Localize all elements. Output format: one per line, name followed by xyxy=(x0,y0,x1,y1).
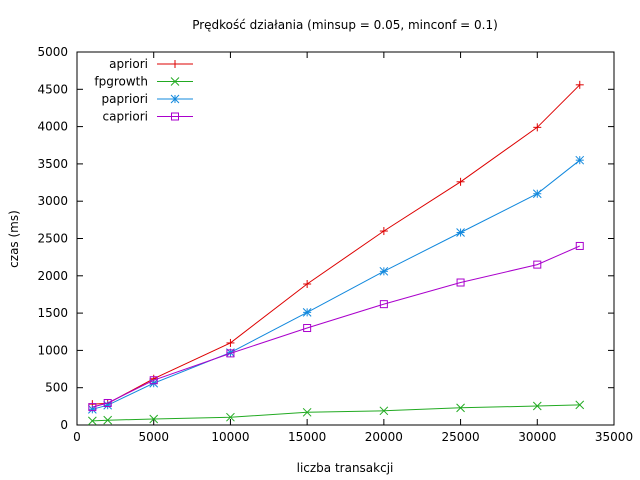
data-point-capriori xyxy=(103,398,112,407)
data-point-fpgrowth xyxy=(456,403,465,413)
x-tick-label: 30000 xyxy=(518,430,556,444)
data-point-papriori xyxy=(456,228,465,237)
x-tick-label: 15000 xyxy=(288,430,326,444)
series-line-apriori xyxy=(92,84,581,405)
data-point-capriori xyxy=(533,260,542,269)
data-point-apriori xyxy=(226,338,235,347)
data-point-papriori xyxy=(379,266,389,276)
data-point-papriori xyxy=(575,155,585,165)
data-point-capriori xyxy=(379,300,388,309)
chart-title: Prędkość działania (minsup = 0.05, minco… xyxy=(192,18,498,32)
x-tick-label: 35000 xyxy=(595,430,633,444)
y-tick-label: 2000 xyxy=(37,269,68,283)
y-tick-label: 0 xyxy=(60,418,68,432)
y-tick-label: 1000 xyxy=(37,343,68,357)
series-line-capriori xyxy=(92,245,581,408)
data-point-capriori xyxy=(149,376,158,385)
plot-frame xyxy=(76,51,615,426)
data-point-apriori xyxy=(575,80,584,89)
data-point-apriori xyxy=(379,227,388,236)
data-point-apriori xyxy=(533,123,542,132)
legend-label-papriori: papriori xyxy=(102,92,148,106)
x-tick-label: 0 xyxy=(73,430,81,444)
data-point-papriori xyxy=(532,189,542,199)
legend-marker-papriori xyxy=(170,94,180,104)
data-point-capriori xyxy=(575,241,584,250)
axis-ticks: 0 5000 10000 15000 20000 25000 30000 35000 0 500 1… xyxy=(37,45,633,444)
y-tick-label: 4500 xyxy=(37,82,68,96)
x-axis-label: liczba transakcji xyxy=(297,461,394,475)
y-tick-label: 4000 xyxy=(37,120,68,134)
legend-label-apriori: apriori xyxy=(109,57,148,71)
series-line-papriori xyxy=(92,159,581,410)
data-point-fpgrowth xyxy=(302,407,312,417)
data-point-capriori xyxy=(456,278,465,287)
data-point-capriori xyxy=(226,349,235,358)
y-tick-label: 5000 xyxy=(37,45,68,59)
data-point-fpgrowth xyxy=(532,401,542,411)
series-group xyxy=(87,80,585,426)
data-point-apriori xyxy=(456,177,465,186)
legend-label-fpgrowth: fpgrowth xyxy=(94,75,148,89)
legend-marker-capriori xyxy=(171,112,179,121)
data-point-fpgrowth xyxy=(87,416,97,426)
data-point-fpgrowth xyxy=(149,414,159,424)
data-point-capriori xyxy=(303,324,312,333)
data-point-papriori xyxy=(302,308,312,317)
x-tick-label: 10000 xyxy=(211,430,249,444)
legend-marker-fpgrowth xyxy=(170,77,180,86)
y-tick-label: 1500 xyxy=(37,306,68,320)
x-tick-label: 25000 xyxy=(441,430,479,444)
y-tick-label: 2500 xyxy=(37,232,68,246)
x-tick-label: 5000 xyxy=(138,430,169,444)
x-tick-label: 20000 xyxy=(365,430,403,444)
y-tick-label: 500 xyxy=(45,381,68,395)
y-axis-label: czas (ms) xyxy=(7,210,21,268)
data-point-fpgrowth xyxy=(226,412,235,422)
data-point-papriori xyxy=(103,400,113,410)
y-tick-label: 3500 xyxy=(37,157,68,171)
y-tick-label: 3000 xyxy=(37,194,68,208)
data-point-fpgrowth xyxy=(103,415,113,425)
series-line-fpgrowth xyxy=(92,404,580,422)
legend-marker-apriori xyxy=(171,60,179,68)
data-point-fpgrowth xyxy=(379,406,389,416)
legend: apriori fpgrowth papriori capriori xyxy=(94,57,193,124)
data-point-capriori xyxy=(88,403,97,412)
data-point-apriori xyxy=(303,280,312,289)
data-point-fpgrowth xyxy=(575,400,585,410)
legend-label-capriori: capriori xyxy=(103,110,148,124)
